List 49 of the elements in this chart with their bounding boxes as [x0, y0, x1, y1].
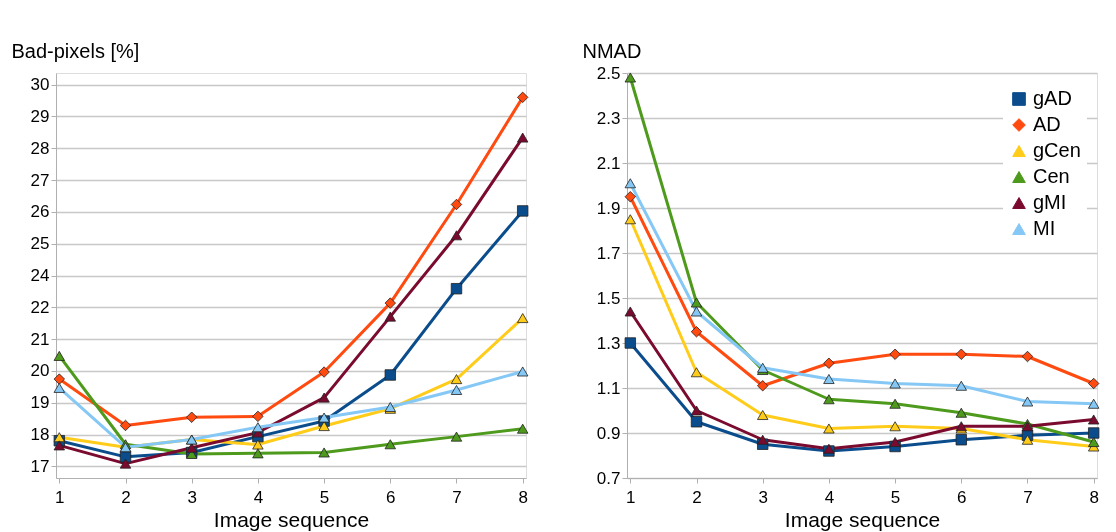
x-tick-label: 1: [55, 487, 65, 507]
x-tick-label: 6: [957, 487, 967, 507]
y-tick-label: 30: [30, 75, 50, 95]
y-tick-label: 24: [30, 266, 50, 285]
x-tick-label: 3: [758, 487, 768, 507]
y-tick-label: 2.5: [596, 63, 621, 83]
x-tick-label: 2: [121, 487, 131, 507]
x-tick-label: 5: [319, 487, 330, 507]
y-tick-label: 0.7: [596, 468, 621, 488]
y-tick-label: 1.3: [596, 333, 621, 353]
y-tick-label: 0.9: [596, 423, 621, 443]
y-axis-title: NMAD: [582, 39, 642, 62]
legend-label: gCen: [1033, 139, 1081, 161]
y-tick-label: 1.7: [596, 243, 621, 263]
legend-label: Cen: [1033, 165, 1070, 187]
y-tick-label: 20: [30, 361, 50, 381]
x-tick-label: 2: [692, 487, 702, 507]
y-tick-label: 17: [30, 456, 50, 476]
legend-label: gAD: [1033, 87, 1072, 109]
y-tick-label: 1.1: [596, 378, 621, 398]
y-tick-label: 21: [30, 329, 50, 349]
y-tick-label: 2.3: [596, 108, 621, 128]
y-tick-label: 22: [30, 297, 50, 317]
x-tick-label: 1: [626, 487, 636, 507]
x-tick-label: 5: [890, 487, 901, 507]
y-tick-label: 26: [30, 202, 50, 222]
x-tick-label: 8: [1089, 487, 1099, 507]
x-tick-label: 3: [187, 487, 197, 507]
y-tick-label: 25: [30, 234, 50, 254]
x-axis-title: Image sequence: [213, 507, 370, 531]
y-tick-label: 28: [30, 138, 50, 158]
x-tick-label: 7: [1023, 487, 1033, 507]
y-tick-label: 18: [30, 425, 50, 445]
y-tick-label: 1.5: [596, 288, 621, 308]
x-tick-label: 8: [518, 487, 528, 507]
y-tick-label: 1.9: [596, 198, 621, 218]
x-tick-label: 4: [253, 487, 264, 507]
x-tick-label: 4: [824, 487, 835, 507]
y-tick-label: 2.1: [596, 153, 621, 173]
legend-label: gMI: [1033, 191, 1067, 213]
y-tick-label: 19: [30, 393, 50, 413]
y-tick-label: 27: [30, 170, 50, 190]
x-tick-label: 7: [452, 487, 462, 507]
legend-label: AD: [1033, 113, 1061, 135]
y-tick-label: 29: [30, 106, 50, 126]
legend-label: MI: [1033, 217, 1056, 239]
y-axis-title: Bad-pixels [%]: [11, 39, 140, 62]
x-tick-label: 6: [386, 487, 396, 507]
x-axis-title: Image sequence: [784, 507, 941, 531]
